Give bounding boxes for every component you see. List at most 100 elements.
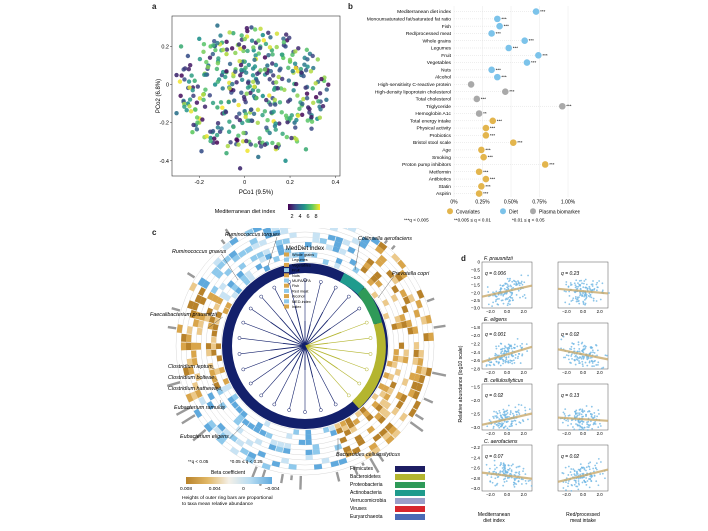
d-point [521, 295, 524, 298]
d-point [590, 415, 593, 417]
d-point [515, 466, 518, 469]
c-heatmap-cell [208, 315, 216, 324]
d-point [501, 358, 504, 361]
b-category-label: Fish [442, 24, 452, 30]
d-point [491, 305, 493, 308]
d-point [591, 360, 594, 363]
d-point [587, 410, 589, 413]
c-heatmap-cell [245, 438, 254, 447]
c-heatmap-cell [216, 260, 226, 270]
pcoa-point [258, 26, 263, 32]
pcoa-point [201, 97, 206, 103]
d-point [519, 296, 521, 299]
c-heatmap-cell [279, 228, 288, 230]
b-significance-stars: *** [501, 75, 507, 80]
pcoa-point [228, 140, 233, 145]
pcoa-point [237, 58, 242, 64]
b-point [502, 88, 509, 95]
d-point [580, 342, 583, 345]
pcoa-point [317, 91, 323, 96]
c-heatmap-cell [194, 389, 203, 399]
d-subplot-frame [557, 261, 609, 309]
pcoa-point [215, 23, 220, 28]
b-point [541, 161, 549, 168]
c-tree-leaf [357, 381, 362, 386]
c-heatmap-cell [211, 336, 217, 343]
d-point [507, 302, 510, 305]
pcoa-point [223, 109, 229, 115]
d-x-tick-label: 2.0 [521, 370, 528, 375]
d-regression-line [557, 416, 609, 422]
pcoa-point [324, 97, 329, 103]
d-point [562, 356, 565, 359]
b-x-tick-label: 0.50% [504, 199, 519, 205]
pcoa-point [194, 100, 200, 105]
c-heatmap-cell [358, 240, 368, 249]
c-heatmap-cell [322, 426, 330, 433]
d-point [493, 470, 496, 473]
pcoa-point [317, 115, 323, 120]
d-point [567, 354, 570, 357]
d-point [516, 337, 519, 340]
d-point [588, 352, 591, 355]
bacteroidetes-arc [352, 322, 386, 409]
c-heatmap-cell [235, 438, 245, 447]
d-point [591, 365, 594, 368]
d-point [586, 480, 589, 482]
d-subplot-frame [481, 383, 533, 431]
d-point [585, 405, 588, 407]
d-point [519, 345, 522, 347]
pcoa-point [283, 158, 288, 163]
d-point [567, 482, 570, 485]
d-point [527, 480, 530, 482]
d-row-right: q = 0.13 −2.0 0.0 2.0 [557, 383, 609, 436]
pcoa-point [292, 61, 298, 66]
d-point [505, 410, 508, 413]
pcoa-point [244, 91, 249, 96]
pcoa-point [284, 134, 290, 140]
d-point [564, 415, 567, 417]
d-point [573, 282, 576, 285]
pcoa-point [307, 106, 312, 112]
b-significance-stars: *** [549, 162, 555, 167]
d-point [562, 411, 565, 414]
d-q-value: q = 0.001 [485, 332, 506, 338]
b-x-tick-label: 0.75% [532, 199, 547, 205]
d-point [520, 346, 523, 349]
c-tree-leaf [346, 393, 351, 398]
c-heatmap-cell [329, 228, 339, 232]
c-heatmap-cell [391, 428, 401, 439]
pcoa-point [254, 78, 259, 83]
b-category-label: Metformin [429, 169, 451, 175]
c-heatmap-cell [383, 371, 390, 379]
d-point [570, 419, 573, 422]
b-point [475, 168, 483, 176]
c-heatmap-cell [192, 319, 200, 328]
c-heatmap-cell [253, 425, 261, 434]
c-tree-branch [243, 322, 278, 336]
d-point [515, 423, 518, 426]
pcoa-point [249, 25, 254, 30]
d-point [499, 470, 502, 473]
d-point [577, 282, 579, 285]
colorbar-title: Mediterranean diet index [215, 209, 276, 215]
d-point [584, 361, 587, 364]
c-heatmap-cell [176, 324, 183, 334]
pcoa-point [255, 71, 260, 76]
d-point [578, 348, 581, 350]
pcoa-point [215, 40, 220, 46]
pcoa-point [182, 104, 187, 109]
pcoa-point [320, 103, 326, 109]
b-category-label: Triglyceride [426, 104, 451, 110]
d-point [597, 364, 599, 366]
pcoa-x-tick-label: 0.4 [332, 180, 340, 186]
c-tree-branch [283, 345, 306, 371]
d-point [573, 428, 576, 431]
d-y-tick-label: −2.8 [471, 476, 481, 481]
c-heatmap-cell [366, 278, 375, 287]
d-point [595, 344, 598, 347]
c-tree-leaf [333, 402, 338, 407]
c-heatmap-cell [377, 382, 385, 391]
c-heatmap-cell [420, 316, 427, 325]
c-heatmap-cell [395, 400, 404, 410]
